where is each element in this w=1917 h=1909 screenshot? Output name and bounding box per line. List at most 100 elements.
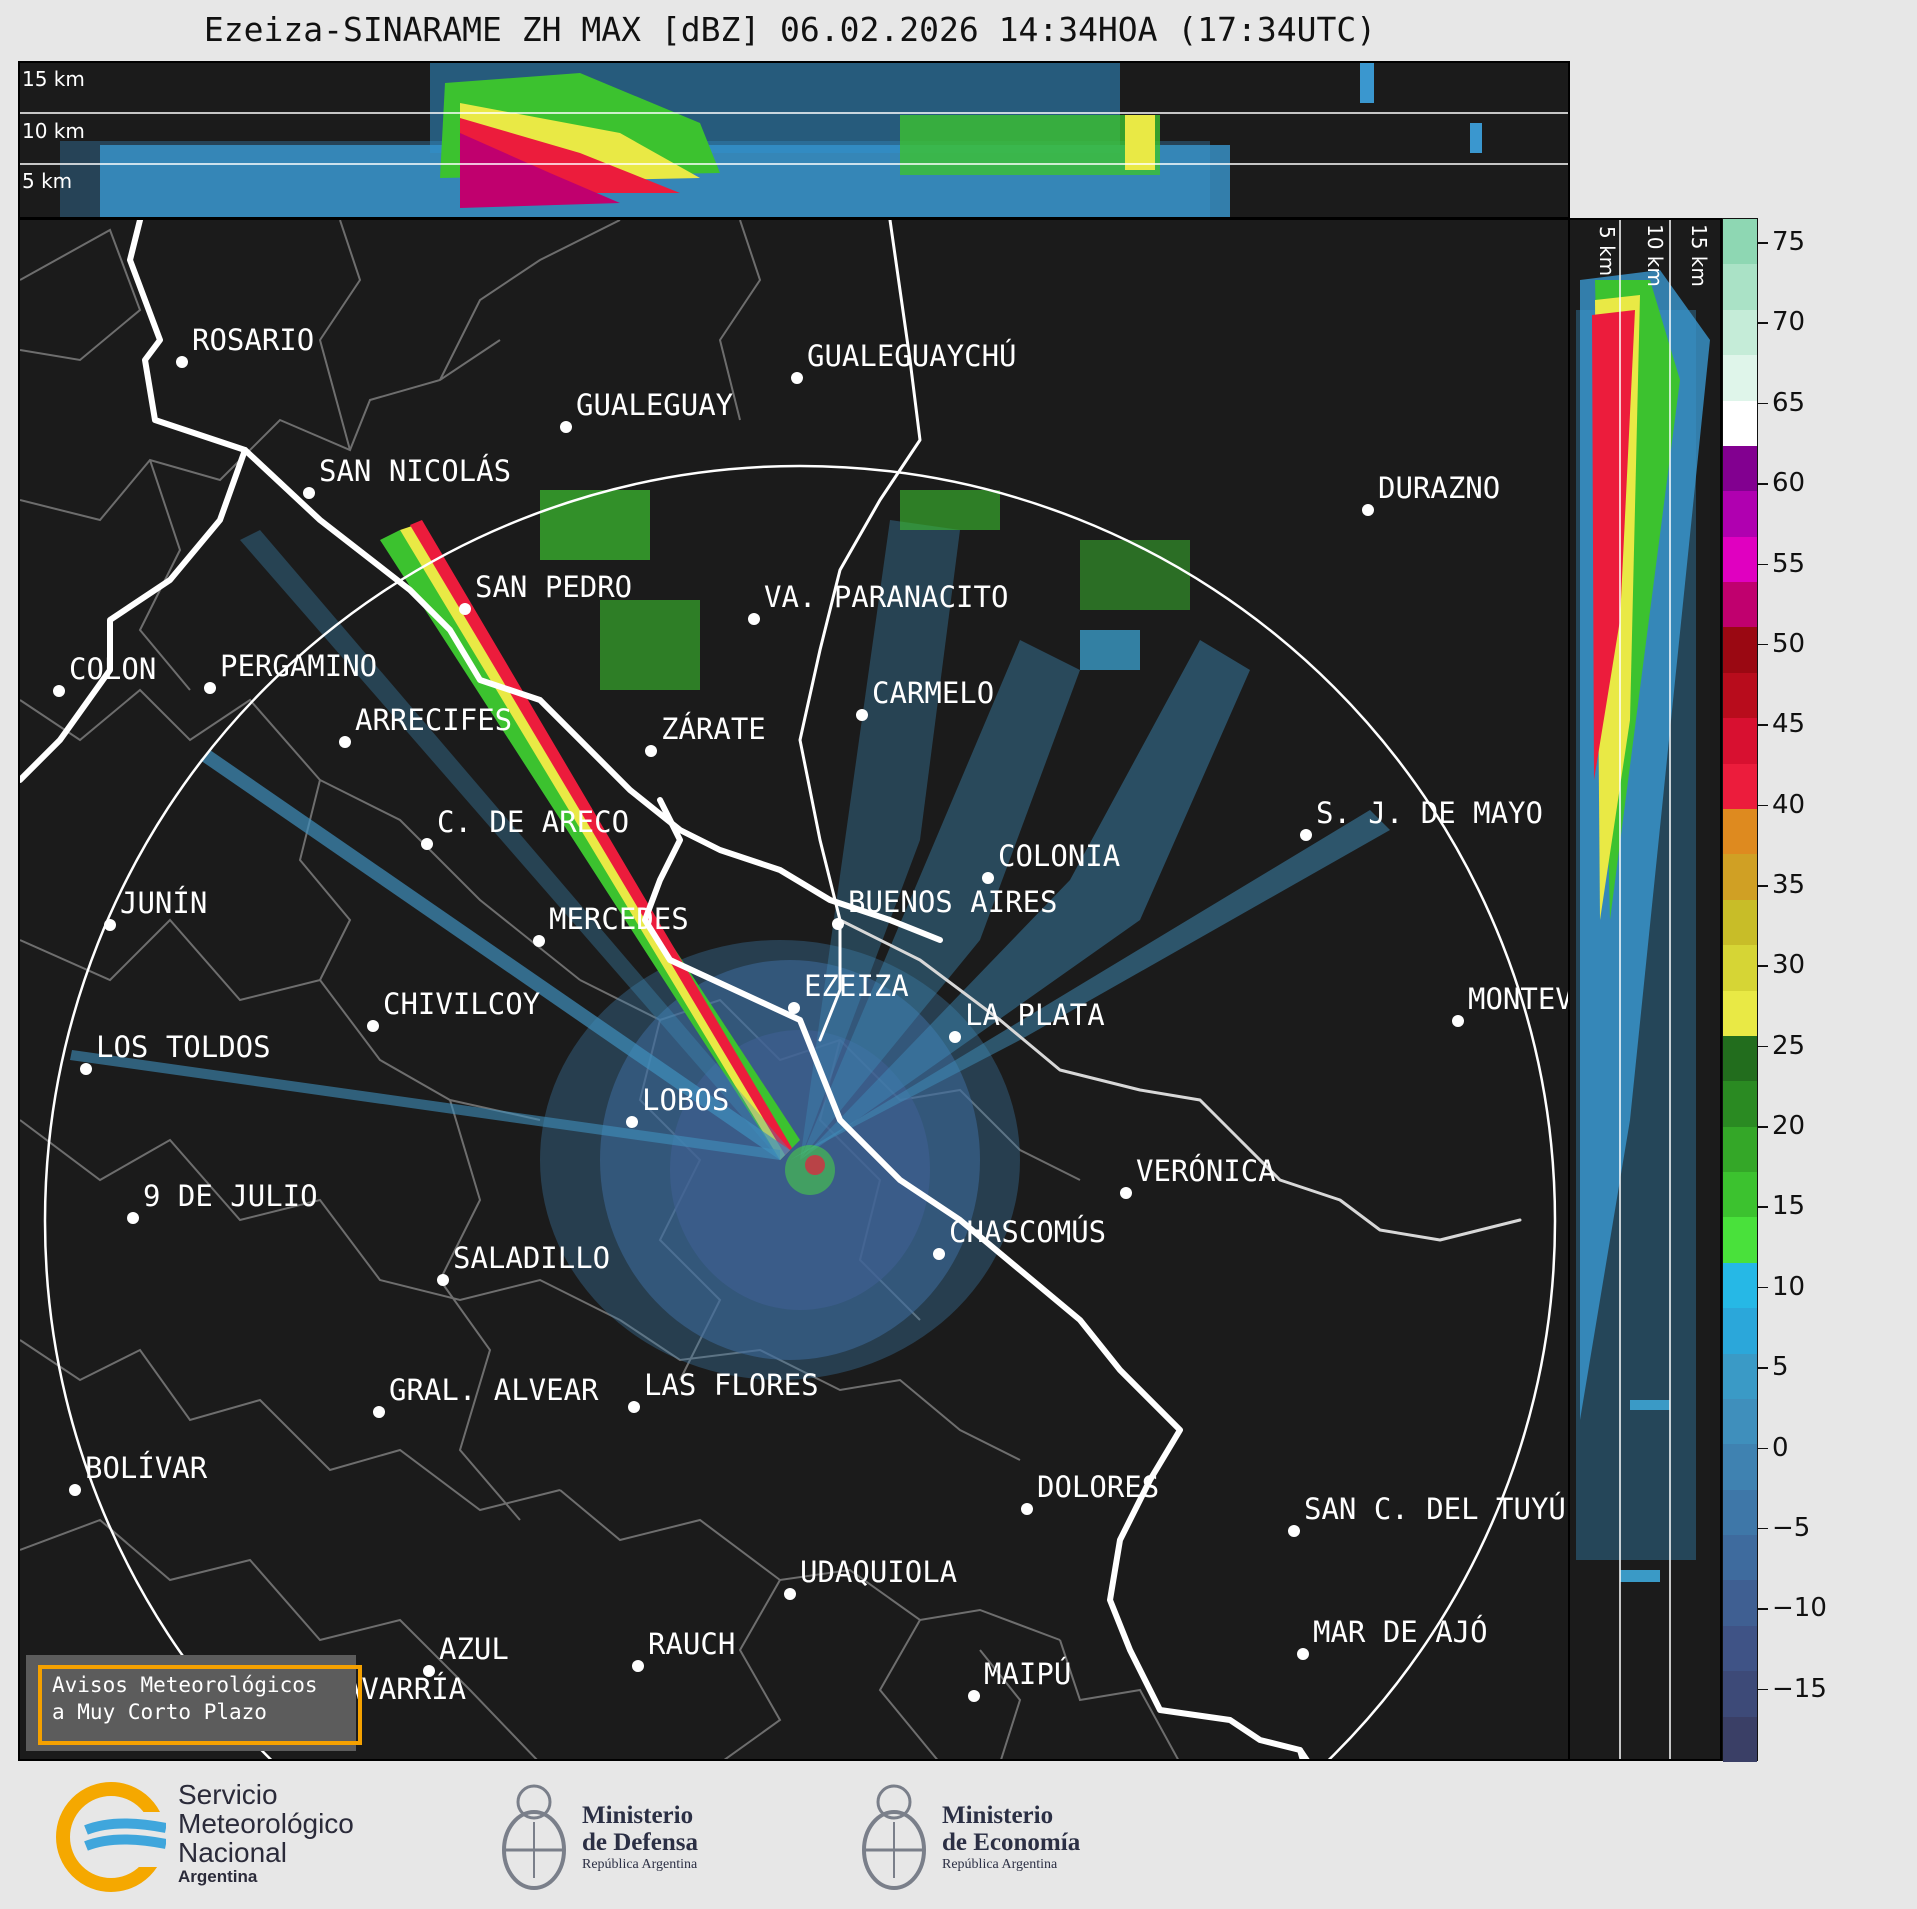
- colorbar-swatch: [1723, 1353, 1757, 1400]
- colorbar-tick-label: 10: [1772, 1271, 1806, 1302]
- city-rosario: ROSARIO: [176, 323, 314, 368]
- colorbar-tick-label: 20: [1772, 1111, 1806, 1142]
- city-label: SAN C. DEL TUYÚ: [1304, 1492, 1566, 1526]
- colorbar-swatch: [1723, 1126, 1757, 1173]
- radar-echoes: [70, 490, 1390, 1380]
- city-marker: [176, 356, 188, 368]
- city-label: C. DE ARECO: [437, 805, 629, 839]
- colorbar-swatch: [1723, 854, 1757, 901]
- city-label: LA PLATA: [965, 998, 1105, 1032]
- colorbar-tick-label: 40: [1772, 789, 1806, 820]
- city-label: S. J. DE MAYO: [1316, 796, 1543, 830]
- city-marker: [748, 613, 760, 625]
- city-label: CHASCOMÚS: [949, 1215, 1106, 1249]
- argentina-coat-of-arms-icon: [862, 1784, 926, 1890]
- colorbar-swatch: [1723, 1535, 1757, 1581]
- city-chivilcoy: CHIVILCOY: [367, 987, 540, 1032]
- colorbar-tick-label: 60: [1772, 468, 1806, 499]
- colorbar-tick-label: 45: [1772, 709, 1806, 740]
- colorbar-tick-label: 50: [1772, 628, 1806, 659]
- city-label: LAS FLORES: [644, 1368, 819, 1402]
- smn-line-1: Servicio: [178, 1779, 278, 1810]
- top-height-profile-panel: 15 km 10 km 5 km: [18, 61, 1570, 219]
- economia-line-2: de Economía: [942, 1829, 1081, 1856]
- colorbar-swatch: [1723, 763, 1757, 810]
- city-marker: [788, 1002, 800, 1014]
- city-label: CHIVILCOY: [383, 987, 540, 1021]
- city-marker: [373, 1406, 385, 1418]
- city-los-toldos: LOS TOLDOS: [80, 1030, 271, 1075]
- economia-line-3: República Argentina: [942, 1857, 1058, 1872]
- city-azul: AZUL: [423, 1632, 509, 1677]
- city-marker: [626, 1116, 638, 1128]
- top-profile-graphic: [20, 63, 1568, 217]
- colorbar-tick-label: 55: [1772, 548, 1806, 579]
- city-layer: ROSARIO GUALEGUAYCHÚ GUALEGUAY SAN NICOLÁS D…: [53, 323, 1568, 1717]
- city-label: GRAL. ALVEAR: [389, 1373, 599, 1407]
- city-va-paranacito: VA. PARANACITO: [748, 580, 1008, 625]
- colorbar-swatch: [1723, 536, 1757, 583]
- city-rauch: RAUCH: [632, 1627, 735, 1672]
- city-label: MERCEDES: [549, 902, 689, 936]
- city-san-c-del-tuy-: SAN C. DEL TUYÚ: [1288, 1492, 1566, 1537]
- colorbar-tick-mark: [1758, 804, 1768, 807]
- city-marker: [367, 1020, 379, 1032]
- colorbar-swatch: [1723, 1035, 1757, 1082]
- city-arrecifes: ARRECIFES: [339, 703, 512, 748]
- city-marker: [53, 685, 65, 697]
- city-ver-nica: VERÓNICA: [1120, 1154, 1276, 1199]
- city-label: VERÓNICA: [1136, 1154, 1276, 1188]
- city-9-de-julio: 9 DE JULIO: [127, 1179, 318, 1224]
- city-label: MAR DE AJÓ: [1313, 1615, 1488, 1649]
- smn-emblem-icon: [56, 1782, 166, 1892]
- city-montevideo: MONTEVIDEO: [1452, 982, 1568, 1027]
- colorbar-tick-label: 70: [1772, 307, 1806, 338]
- city-marker: [856, 709, 868, 721]
- city-marker: [437, 1274, 449, 1286]
- colorbar-swatch: [1723, 808, 1757, 855]
- colorbar-tick-label: 15: [1772, 1191, 1806, 1222]
- side-height-label-10km: 10 km: [1643, 224, 1667, 287]
- avisos-line-1: Avisos Meteorológicos: [52, 1673, 318, 1697]
- city-s-j-de-mayo: S. J. DE MAYO: [1300, 796, 1543, 841]
- city-marker: [1288, 1525, 1300, 1537]
- colorbar-tick-mark: [1758, 1126, 1768, 1128]
- radar-map-panel: ROSARIO GUALEGUAYCHÚ GUALEGUAY SAN NICOLÁS D…: [18, 218, 1570, 1761]
- defensa-logo: Ministerio de Defensa República Argentin…: [494, 1772, 754, 1902]
- colorbar-swatch: [1723, 1716, 1757, 1763]
- city-label: GUALEGUAY: [576, 388, 733, 422]
- city-mercedes: MERCEDES: [533, 902, 689, 947]
- avisos-badge[interactable]: Avisos Meteorológicos a Muy Corto Plazo: [26, 1655, 362, 1751]
- city-san-nicol-s: SAN NICOLÁS: [303, 454, 511, 499]
- range-ring: [43, 464, 1557, 1759]
- colorbar-swatch: [1723, 264, 1757, 311]
- side-profile-graphic: 5 km 10 km 15 km: [1576, 220, 1711, 1759]
- economia-logo: Ministerio de Economía República Argenti…: [854, 1772, 1154, 1902]
- city-label: DURAZNO: [1378, 471, 1500, 505]
- side-height-label-5km: 5 km: [1595, 226, 1619, 276]
- city-gualeguaych-: GUALEGUAYCHÚ: [791, 339, 1017, 384]
- city-marker: [949, 1031, 961, 1043]
- city-marker: [423, 1665, 435, 1677]
- colorbar-swatch: [1723, 672, 1757, 719]
- city-label: CARMELO: [872, 676, 994, 710]
- city-label: RAUCH: [648, 1627, 735, 1661]
- city-jun-n: JUNÍN: [104, 886, 207, 931]
- city-marker: [80, 1063, 92, 1075]
- city-marker: [560, 421, 572, 433]
- city-chascom-s: CHASCOMÚS: [933, 1215, 1106, 1260]
- height-label-15km: 15 km: [22, 67, 85, 91]
- city-marker: [632, 1660, 644, 1672]
- city-marker: [127, 1212, 139, 1224]
- colorbar-tick-label: 0: [1772, 1432, 1789, 1463]
- colorbar-tick-mark: [1758, 1688, 1768, 1691]
- city-marker: [459, 603, 471, 615]
- city-label: PERGAMINO: [220, 649, 377, 683]
- colorbar-tick-label: 30: [1772, 950, 1806, 981]
- city-label: GUALEGUAYCHÚ: [807, 339, 1017, 373]
- colorbar-swatch: [1723, 1444, 1757, 1491]
- colorbar-swatch: [1723, 1580, 1757, 1627]
- colorbar-tick-mark: [1758, 1045, 1768, 1048]
- city-lobos: LOBOS: [626, 1083, 729, 1128]
- city-marker: [104, 919, 116, 931]
